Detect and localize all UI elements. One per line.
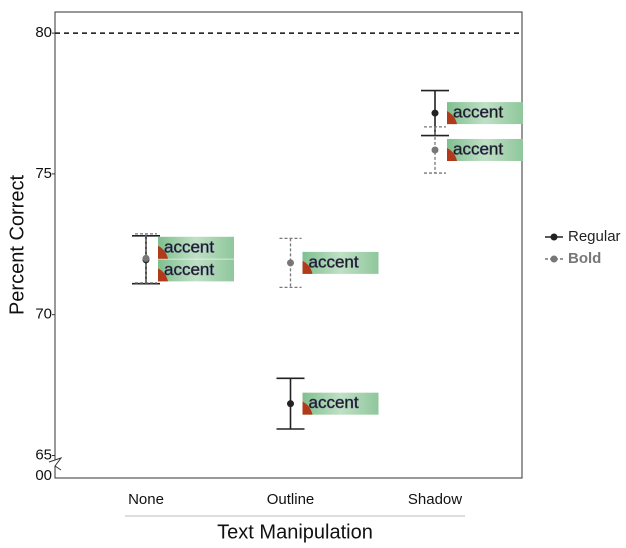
sample-image: accent <box>302 251 379 274</box>
legend-dot <box>550 233 558 241</box>
sample-text: accent <box>164 260 214 279</box>
point <box>287 400 294 408</box>
x-tick-label: Outline <box>267 491 315 508</box>
sample-text: accent <box>453 103 503 122</box>
sample-image: accent <box>447 102 523 125</box>
sample-bg <box>302 251 379 274</box>
sample-text: accent <box>309 252 359 271</box>
sample-bg <box>158 236 234 259</box>
x-tick-label: None <box>128 491 164 508</box>
sample-bg <box>447 138 523 161</box>
point <box>142 254 150 262</box>
y-tick-label: 75 <box>35 165 52 182</box>
sample-bg <box>447 102 523 125</box>
sample-image: accent <box>158 259 234 282</box>
plot-frame <box>54 11 523 479</box>
point <box>431 109 439 117</box>
sample-image: accent <box>158 236 234 259</box>
axis-break <box>48 457 63 471</box>
y-break-label: 00 <box>35 467 52 484</box>
x-axis-title: Text Manipulation <box>217 521 373 543</box>
sample-text: accent <box>309 393 359 412</box>
x-tick-label: Shadow <box>408 491 462 508</box>
y-tick-label: 80 <box>35 24 52 41</box>
y-tick-label: 70 <box>35 306 52 323</box>
sample-corner <box>447 111 457 125</box>
y-axis-title: Percent Correct <box>6 175 28 315</box>
legend-label: Bold <box>568 250 601 267</box>
sample-corner <box>302 260 313 274</box>
sample-bg <box>302 392 379 415</box>
point <box>431 146 439 154</box>
sample-text: accent <box>453 139 503 158</box>
sample-corner <box>158 268 168 282</box>
sample-corner <box>302 401 313 415</box>
sample-corner <box>158 245 168 259</box>
sample-image: accent <box>447 138 523 161</box>
sample-image: accent <box>302 392 379 415</box>
sample-bg <box>158 259 234 282</box>
legend-label: Regular <box>568 228 621 245</box>
sample-corner <box>447 147 457 161</box>
y-tick-label: 65 <box>35 446 52 463</box>
point <box>287 259 294 267</box>
legend-dot <box>550 255 558 263</box>
sample-text: accent <box>164 237 214 256</box>
